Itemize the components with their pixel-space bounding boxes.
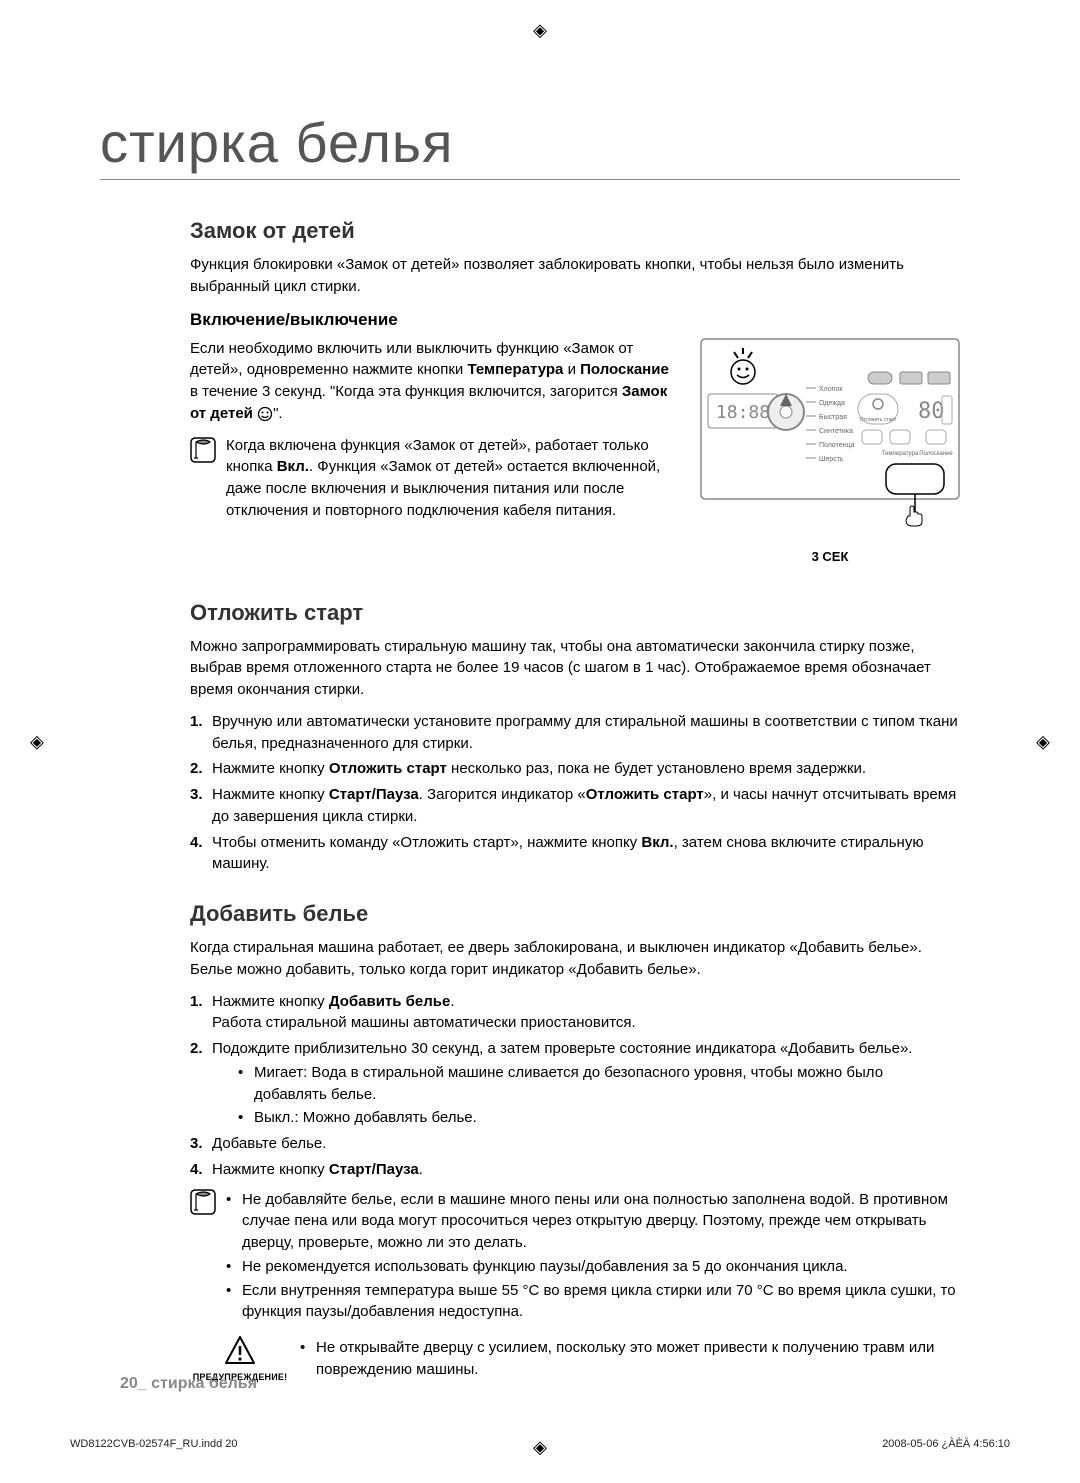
delay-step: Нажмите кнопку Старт/Пауза. Загорится ин… — [190, 784, 960, 828]
list-item: Не рекомендуется использовать функцию па… — [226, 1256, 960, 1278]
heading-delay-start: Отложить старт — [190, 600, 960, 626]
svg-text:80: 80 — [918, 399, 945, 424]
svg-text:Синтетика: Синтетика — [819, 428, 853, 435]
delay-intro: Можно запрограммировать стиральную машин… — [190, 636, 960, 701]
warning-icon — [224, 1335, 256, 1367]
svg-text:Шерсть: Шерсть — [819, 456, 844, 463]
childlock-intro: Функция блокировки «Замок от детей» позв… — [190, 254, 960, 298]
list-item: Если внутренняя температура выше 55 °C в… — [226, 1280, 960, 1324]
add-intro: Когда стиральная машина работает, ее две… — [190, 937, 960, 981]
heading-add-laundry: Добавить белье — [190, 901, 960, 927]
delay-steps: Вручную или автоматически установите про… — [190, 711, 960, 875]
timestamp-meta: 2008-05-06 ¿ÀÈÄ 4:56:10 — [882, 1438, 1010, 1450]
svg-text:Быстрая: Быстрая — [819, 414, 847, 421]
page-title: стирка белья — [100, 110, 960, 180]
panel-illustration: 18:88 — [700, 338, 960, 538]
note-icon — [190, 1189, 216, 1215]
page-footer: 20_ стирка белья — [120, 1375, 257, 1393]
childlock-note: Когда включена функция «Замок от детей»,… — [190, 435, 680, 522]
heading-child-lock: Замок от детей — [190, 218, 960, 244]
control-panel-figure: 18:88 — [700, 338, 960, 564]
add-note: Не добавляйте белье, если в машине много… — [190, 1187, 960, 1326]
childlock-toggle-text: Если необходимо включить или выключить ф… — [190, 338, 680, 425]
svg-text:Хлопок: Хлопок — [819, 386, 843, 393]
list-item: Не добавляйте белье, если в машине много… — [226, 1189, 960, 1254]
file-meta: WD8122CVB-02574F_RU.indd 20 — [70, 1438, 238, 1450]
add-note-bullets: Не добавляйте белье, если в машине много… — [226, 1189, 960, 1326]
delay-step: Чтобы отменить команду «Отложить старт»,… — [190, 832, 960, 876]
warning-bullets: Не открывайте дверцу с усилием, поскольк… — [300, 1337, 960, 1383]
warning-block: ПРЕДУПРЕЖДЕНИЕ! Не открывайте дверцу с у… — [190, 1335, 960, 1383]
figure-caption: 3 СЕК — [700, 549, 960, 564]
subheading-toggle: Включение/выключение — [190, 310, 960, 330]
add-step: Добавьте белье. — [190, 1133, 960, 1155]
svg-text:Отложить старт: Отложить старт — [860, 417, 897, 423]
add-sub-bullets: Мигает: Вода в стиральной машине сливает… — [212, 1062, 960, 1129]
list-item: Мигает: Вода в стиральной машине сливает… — [238, 1062, 960, 1106]
display-value: 18:88 — [716, 402, 770, 423]
add-steps: Нажмите кнопку Добавить белье.Работа сти… — [190, 991, 960, 1181]
svg-text:Одежда: Одежда — [819, 400, 845, 407]
add-step: Подождите приблизительно 30 секунд, а за… — [190, 1038, 960, 1129]
delay-step: Нажмите кнопку Отложить старт несколько … — [190, 758, 960, 780]
note-icon — [190, 437, 216, 463]
svg-text:Температура: Температура — [882, 451, 919, 457]
page-number: 20_ — [120, 1375, 147, 1392]
list-item: Выкл.: Можно добавлять белье. — [238, 1107, 960, 1129]
list-item: Не открывайте дверцу с усилием, поскольк… — [300, 1337, 960, 1381]
delay-step: Вручную или автоматически установите про… — [190, 711, 960, 755]
add-step: Нажмите кнопку Старт/Пауза. — [190, 1159, 960, 1181]
svg-text:Полоскание: Полоскание — [919, 451, 953, 457]
childlock-face-icon — [257, 406, 273, 422]
svg-text:Полотенца: Полотенца — [819, 442, 855, 449]
crop-mark-icon: ◈ — [533, 1437, 547, 1458]
add-step: Нажмите кнопку Добавить белье.Работа сти… — [190, 991, 960, 1035]
